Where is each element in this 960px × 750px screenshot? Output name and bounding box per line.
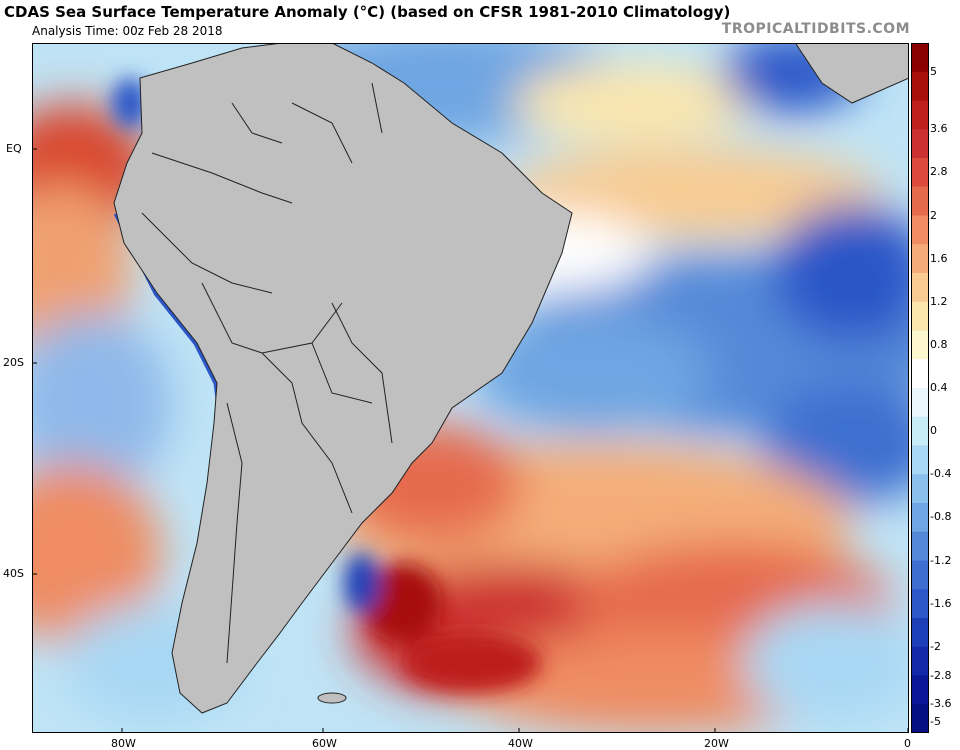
- lon-label-60w: 60W: [312, 737, 337, 750]
- colorbar-swatch: [911, 71, 929, 102]
- colorbar-tick-label: -3.6: [930, 697, 952, 711]
- lat-label-eq: EQ: [6, 142, 22, 155]
- lat-label-40s: 40S: [3, 567, 24, 580]
- colorbar-swatch: [911, 618, 929, 648]
- lon-label-20w: 20W: [704, 737, 729, 750]
- colorbar: [911, 43, 929, 733]
- anomaly-map: [32, 43, 909, 733]
- colorbar-swatch: [911, 416, 929, 447]
- colorbar-tick-label: -2: [930, 639, 941, 653]
- colorbar-tick-label: 3.6: [930, 122, 948, 136]
- colorbar-swatch: [911, 646, 929, 677]
- colorbar-tick-label: -5: [930, 714, 941, 728]
- colorbar-swatch: [911, 675, 929, 705]
- analysis-time: Analysis Time: 00z Feb 28 2018: [32, 24, 223, 38]
- colorbar-tick-label: -1.2: [930, 553, 952, 567]
- south-america-land: [113, 43, 573, 714]
- colorbar-tick-label: 0.8: [930, 337, 948, 351]
- falkland-islands: [317, 692, 347, 704]
- colorbar-tick-label: 2: [930, 208, 937, 222]
- africa-land: [794, 43, 909, 104]
- colorbar-tick-label: 5: [930, 64, 937, 78]
- lon-label-40w: 40W: [508, 737, 533, 750]
- colorbar-swatch: [911, 560, 929, 590]
- colorbar-swatch: [911, 704, 929, 733]
- colorbar-swatch: [911, 330, 929, 360]
- colorbar-swatch: [911, 244, 929, 274]
- country-borders: [141, 82, 393, 664]
- page-title: CDAS Sea Surface Temperature Anomaly (°C…: [4, 3, 731, 21]
- colorbar-border: [911, 43, 929, 733]
- colorbar-swatch: [911, 531, 929, 562]
- lon-label-0: 0: [904, 737, 911, 750]
- colorbar-swatch: [911, 301, 929, 332]
- colorbar-swatch: [911, 43, 929, 73]
- lon-label-80w: 80W: [111, 737, 136, 750]
- colorbar-tick-label: 1.6: [930, 251, 948, 265]
- colorbar-tick-label: -0.8: [930, 510, 952, 524]
- colorbar-tick-label: -0.4: [930, 467, 952, 481]
- colorbar-tick-label: -2.8: [930, 668, 952, 682]
- colorbar-tick-label: 0: [930, 424, 937, 438]
- colorbar-tick-label: -1.6: [930, 596, 952, 610]
- colorbar-swatch: [911, 445, 929, 475]
- colorbar-swatch: [911, 215, 929, 245]
- colorbar-swatch: [911, 359, 929, 389]
- colorbar-tick-label: 2.8: [930, 165, 948, 179]
- lat-label-20s: 20S: [3, 356, 24, 369]
- colorbar-swatch: [911, 503, 929, 533]
- colorbar-swatch: [911, 589, 929, 619]
- colorbar-tick-label: 0.4: [930, 381, 948, 394]
- colorbar-swatch: [911, 129, 929, 159]
- colorbar-swatch: [911, 388, 929, 418]
- colorbar-tick-label: 1.2: [930, 294, 948, 308]
- colorbar-swatch: [911, 273, 929, 303]
- colorbar-swatch: [911, 186, 929, 217]
- colorbar-swatch: [911, 474, 929, 504]
- colorbar-swatch: [911, 100, 929, 130]
- colorbar-swatch: [911, 158, 929, 188]
- brand-watermark: TROPICALTIDBITS.COM: [721, 21, 910, 37]
